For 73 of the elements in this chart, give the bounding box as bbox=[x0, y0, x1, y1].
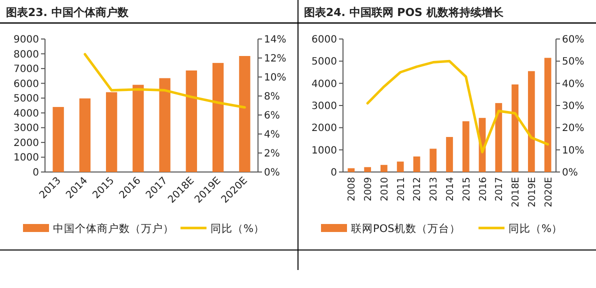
bar bbox=[380, 164, 388, 172]
bar bbox=[79, 98, 91, 172]
x-tick-label: 2016 bbox=[478, 177, 489, 202]
y2-tick-label: 8% bbox=[264, 92, 280, 102]
legend-label: 联网POS机数（万台） bbox=[351, 222, 460, 235]
y-tick-label: 8000 bbox=[14, 49, 39, 60]
legend-label: 同比（%） bbox=[210, 222, 264, 235]
y2-tick-label: 14% bbox=[264, 34, 286, 46]
x-tick-label: 2019E bbox=[526, 177, 538, 208]
y2-tick-label: 20% bbox=[562, 123, 584, 134]
bar bbox=[544, 58, 552, 172]
bar bbox=[186, 70, 198, 172]
bar bbox=[212, 62, 224, 172]
y2-tick-label: 10% bbox=[264, 72, 286, 84]
x-tick-label: 2008 bbox=[346, 177, 358, 202]
y-tick-label: 2000 bbox=[312, 123, 337, 134]
y-tick-label: 9000 bbox=[14, 34, 39, 46]
chart-title: 图表24. 中国联网 POS 机数将持续增长 bbox=[304, 6, 504, 19]
y-tick-label: 6000 bbox=[312, 34, 337, 46]
y-tick-label: 4000 bbox=[312, 78, 337, 90]
bar bbox=[528, 71, 535, 172]
bar bbox=[239, 56, 250, 172]
line-series bbox=[84, 52, 246, 109]
y2-tick-label: 60% bbox=[562, 34, 584, 46]
bar bbox=[512, 84, 518, 172]
y-tick-label: 0 bbox=[32, 168, 39, 178]
x-tick-label: 2012 bbox=[412, 177, 424, 202]
y2-tick-label: 30% bbox=[562, 101, 584, 112]
bar bbox=[430, 148, 437, 172]
y-tick-label: 4000 bbox=[14, 108, 39, 120]
y-tick-label: 0 bbox=[330, 168, 337, 178]
x-tick-label: 2010 bbox=[379, 177, 390, 202]
x-tick-label: 2015 bbox=[461, 177, 472, 202]
y-tick-label: 3000 bbox=[14, 123, 39, 134]
line-series bbox=[366, 60, 550, 154]
x-tick-label: 2018E bbox=[510, 177, 522, 208]
bar bbox=[495, 103, 502, 172]
bar bbox=[106, 92, 118, 172]
y-tick-label: 2000 bbox=[14, 138, 39, 149]
y-tick-label: 1000 bbox=[14, 152, 39, 164]
y2-tick-label: 12% bbox=[264, 54, 286, 64]
x-tick-label: 2014 bbox=[445, 177, 456, 202]
legend-label: 同比（%） bbox=[508, 222, 562, 235]
bar bbox=[446, 136, 453, 172]
bar bbox=[396, 162, 404, 172]
bar bbox=[413, 156, 420, 172]
y2-tick-label: 10% bbox=[562, 145, 584, 156]
bar bbox=[159, 78, 170, 172]
y-tick-label: 5000 bbox=[14, 94, 39, 105]
y-tick-label: 6000 bbox=[14, 78, 39, 90]
bar bbox=[364, 167, 372, 172]
y2-tick-label: 6% bbox=[264, 110, 280, 122]
y2-tick-label: 0% bbox=[264, 168, 280, 178]
x-tick-label: 2009 bbox=[363, 177, 374, 202]
legend-label: 中国个体商户数（万户） bbox=[53, 222, 174, 235]
y2-tick-label: 0% bbox=[562, 168, 578, 178]
bar bbox=[348, 168, 355, 172]
bar bbox=[462, 121, 470, 172]
x-tick-label: 2020E bbox=[543, 177, 554, 208]
y-tick-label: 5000 bbox=[312, 56, 337, 68]
y-tick-label: 1000 bbox=[312, 145, 337, 156]
bar bbox=[132, 84, 144, 172]
x-tick-label: 2013 bbox=[428, 177, 440, 202]
y2-tick-label: 40% bbox=[562, 78, 584, 90]
y-tick-label: 7000 bbox=[14, 64, 39, 76]
chart-title: 图表23. 中国个体商户数 bbox=[6, 6, 130, 19]
x-tick-label: 2011 bbox=[396, 177, 407, 202]
y-tick-label: 3000 bbox=[312, 101, 337, 112]
y2-tick-label: 2% bbox=[264, 148, 280, 160]
y2-tick-label: 4% bbox=[264, 130, 280, 140]
bar bbox=[52, 106, 64, 172]
x-tick-label: 2017 bbox=[494, 177, 506, 202]
y2-tick-label: 50% bbox=[562, 56, 584, 68]
